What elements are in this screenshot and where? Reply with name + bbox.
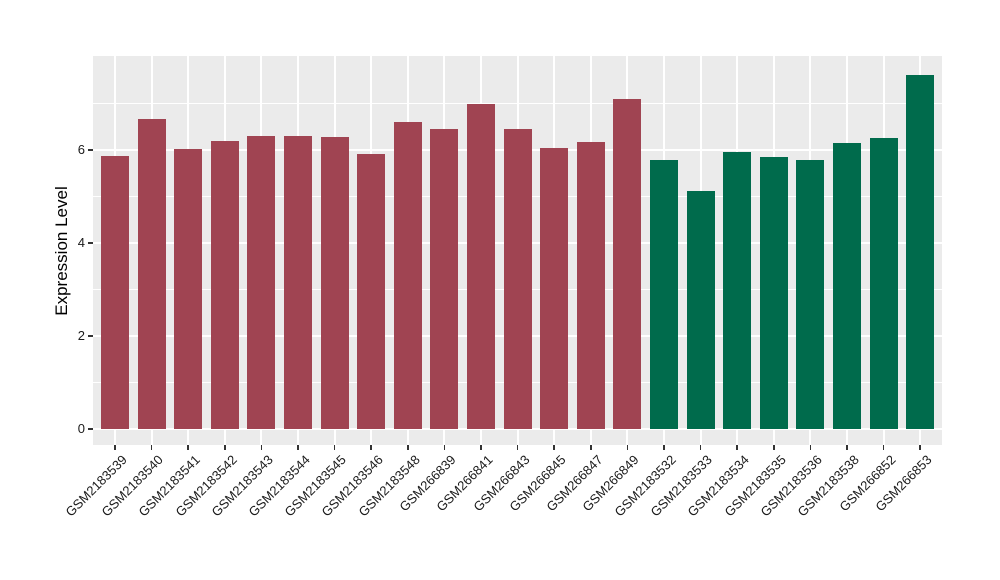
bar [393,122,422,429]
bar [467,103,495,429]
x-tick-mark [443,445,446,450]
x-tick-mark [773,445,775,450]
bar [210,141,239,429]
bar [247,135,276,429]
x-tick-mark [846,445,848,450]
bar [101,156,129,429]
x-tick-mark [260,445,263,450]
x-tick-mark [516,445,519,450]
bar [137,118,166,429]
x-tick-mark [699,445,702,450]
y-tick-label: 4 [77,235,85,250]
bar [284,135,312,429]
y-tick-label: 0 [77,421,85,436]
bar [796,159,825,429]
y-tick-mark [88,149,93,151]
x-tick-mark [809,445,812,450]
bar [357,154,386,429]
x-tick-label: GSM2183539 [62,452,130,520]
x-tick-mark [663,445,665,450]
bar [503,129,532,429]
bar [174,149,203,429]
plot-panel [93,56,942,445]
bar [833,143,861,429]
x-tick-mark [626,445,629,450]
bar [686,190,715,429]
y-tick-label: 6 [77,142,85,157]
bar [613,98,642,429]
bar [723,151,752,429]
x-tick-mark [882,445,885,450]
bar [430,129,459,429]
x-tick-mark [297,445,299,450]
y-tick-mark [88,242,93,244]
x-tick-mark [590,445,592,450]
x-tick-mark [407,445,409,450]
x-tick-mark [553,445,555,450]
bar [759,156,788,429]
y-tick-mark [88,428,93,430]
bar [906,74,935,429]
x-tick-mark [333,445,336,450]
bar [540,148,569,429]
x-tick-mark [736,445,738,450]
bar [320,137,349,429]
bar [576,141,605,429]
bar [650,159,678,429]
x-tick-mark [187,445,189,450]
x-tick-mark [370,445,372,450]
x-tick-mark [919,445,921,450]
y-tick-label: 2 [77,328,85,343]
y-tick-mark [88,335,93,337]
x-tick-mark [224,445,226,450]
x-tick-mark [114,445,116,450]
x-tick-mark [150,445,153,450]
bar [869,138,898,429]
x-tick-mark [480,445,482,450]
